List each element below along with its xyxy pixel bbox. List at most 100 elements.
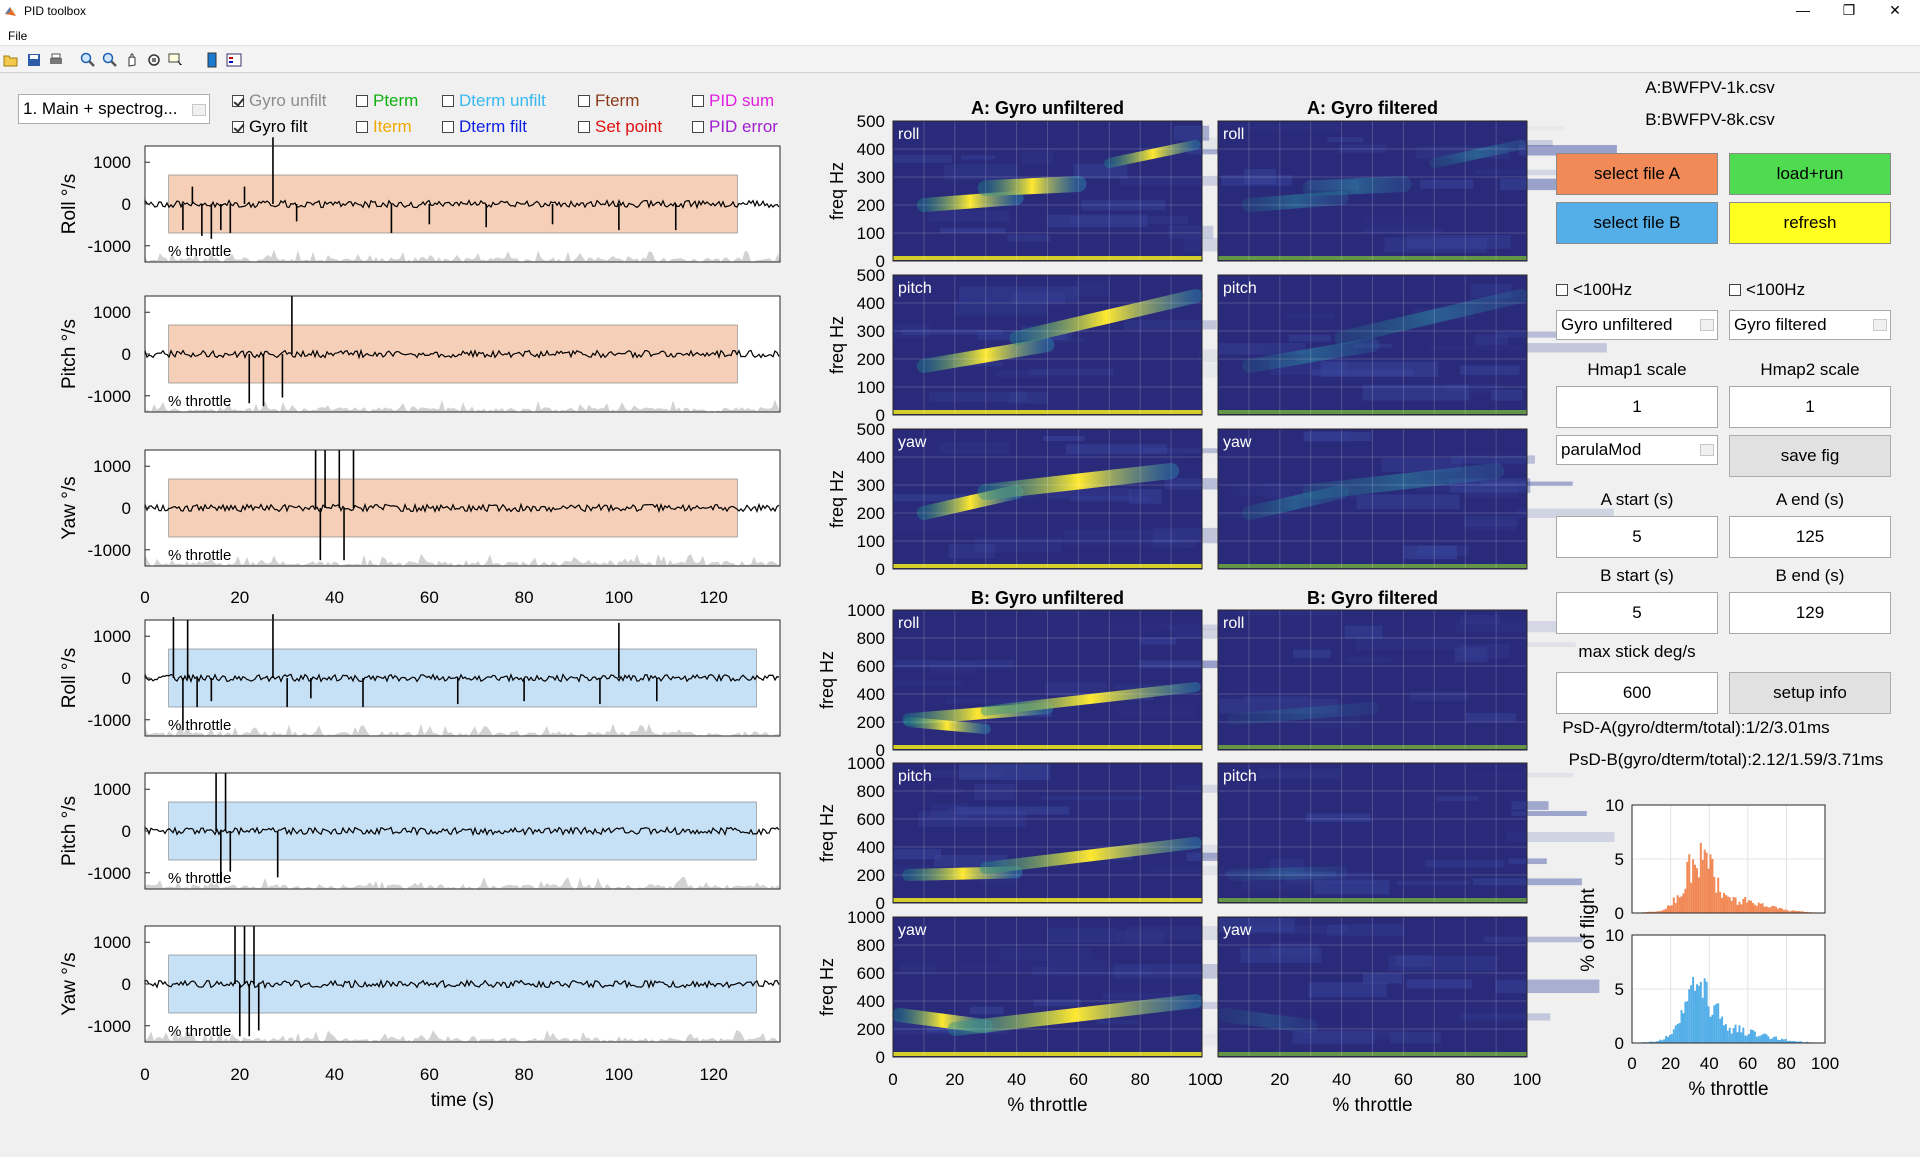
spectrogram-noise bbox=[974, 783, 1016, 800]
mode-select[interactable]: 1. Main + spectrog... bbox=[18, 94, 210, 124]
spectrogram-noise bbox=[1237, 610, 1339, 616]
setup-info-button[interactable]: setup info bbox=[1729, 672, 1891, 714]
checkbox-pid-sum[interactable]: PID sum bbox=[692, 91, 774, 111]
open-icon[interactable] bbox=[3, 52, 19, 68]
hist-bar bbox=[1678, 1023, 1681, 1043]
hist-bar bbox=[1674, 1025, 1677, 1043]
load-run-button[interactable]: load+run bbox=[1729, 153, 1891, 195]
checkbox-gyro-unfilt[interactable]: Gyro unfilt bbox=[232, 91, 326, 111]
spectrogram-noise bbox=[1065, 444, 1168, 455]
checkbox-pid-error[interactable]: PID error bbox=[692, 117, 778, 137]
hist-bar bbox=[1736, 1032, 1739, 1043]
close-button[interactable]: ✕ bbox=[1889, 2, 1901, 18]
restore-button[interactable]: ❐ bbox=[1842, 2, 1856, 18]
chevron-down-icon bbox=[1700, 319, 1714, 331]
throttle-label: % throttle bbox=[168, 717, 231, 734]
spectrogram-frame bbox=[1217, 274, 1528, 416]
save-icon[interactable] bbox=[26, 52, 42, 68]
checkbox-set-point[interactable]: Set point bbox=[578, 117, 662, 137]
checkbox-box[interactable] bbox=[232, 121, 244, 133]
spectrogram-noise bbox=[917, 811, 1027, 828]
spectrogram-noise bbox=[939, 227, 1006, 233]
max-stick-input[interactable]: 600 bbox=[1556, 672, 1718, 714]
x-tick-label: 80 bbox=[1456, 1070, 1475, 1089]
hist-bar bbox=[1649, 1041, 1652, 1043]
a-start-input[interactable]: 5 bbox=[1556, 516, 1718, 558]
checkbox-pterm[interactable]: Pterm bbox=[356, 91, 418, 111]
print-icon[interactable] bbox=[48, 52, 64, 68]
menu-file[interactable]: File bbox=[8, 29, 28, 43]
hist-bar bbox=[1786, 910, 1789, 913]
spectrogram-noise bbox=[1451, 455, 1535, 464]
refresh-button[interactable]: refresh bbox=[1729, 202, 1891, 244]
checkbox-box[interactable] bbox=[692, 121, 704, 133]
save-fig-button[interactable]: save fig bbox=[1729, 435, 1891, 477]
rotate-icon[interactable] bbox=[146, 52, 162, 68]
checkbox-dterm-unfilt[interactable]: Dterm unfilt bbox=[442, 91, 546, 111]
toolbar bbox=[0, 47, 1920, 73]
checkbox-box[interactable] bbox=[442, 95, 454, 107]
hmap1-scale-input[interactable]: 1 bbox=[1556, 386, 1718, 428]
y-tick-label: 0 bbox=[876, 560, 885, 579]
legend-icon[interactable] bbox=[226, 52, 242, 68]
hmap1-source-select[interactable]: Gyro unfiltered bbox=[1556, 310, 1718, 340]
y-tick-label: 1000 bbox=[93, 933, 131, 952]
hist-bar bbox=[1724, 1024, 1727, 1043]
spectrogram-band bbox=[1302, 463, 1505, 500]
colorbar-icon[interactable] bbox=[204, 52, 220, 68]
spectrogram-background bbox=[1218, 917, 1527, 1057]
checkbox-box[interactable] bbox=[1729, 284, 1741, 296]
hist-bar bbox=[1692, 859, 1695, 913]
checkbox-fterm[interactable]: Fterm bbox=[578, 91, 639, 111]
checkbox-box[interactable] bbox=[692, 95, 704, 107]
spectrogram-noise bbox=[1428, 345, 1523, 351]
spectrogram-noise bbox=[1331, 678, 1392, 685]
lowpass-1-checkbox[interactable]: <100Hz bbox=[1556, 280, 1632, 300]
y-tick-label: 1000 bbox=[93, 780, 131, 799]
spectrogram-frame bbox=[892, 120, 1203, 262]
checkbox-dterm-filt[interactable]: Dterm filt bbox=[442, 117, 527, 137]
select-file-b-button[interactable]: select file B bbox=[1556, 202, 1718, 244]
checkbox-box[interactable] bbox=[1556, 284, 1568, 296]
spectrogram-noise bbox=[944, 164, 1019, 181]
colormap-select[interactable]: parulaMod bbox=[1556, 435, 1718, 465]
checkbox-iterm[interactable]: Iterm bbox=[356, 117, 412, 137]
y-tick-label: -1000 bbox=[88, 1017, 131, 1036]
hist-bar bbox=[1761, 1034, 1764, 1043]
checkbox-box[interactable] bbox=[442, 121, 454, 133]
lowpass-2-checkbox[interactable]: <100Hz bbox=[1729, 280, 1805, 300]
x-tick-label: 0 bbox=[1627, 1054, 1636, 1073]
checkbox-box[interactable] bbox=[232, 95, 244, 107]
spectrogram-noise bbox=[1491, 389, 1523, 401]
checkbox-gyro-filt[interactable]: Gyro filt bbox=[232, 117, 308, 137]
checkbox-box[interactable] bbox=[356, 95, 368, 107]
a-end-input[interactable]: 125 bbox=[1729, 516, 1891, 558]
spectrogram-axis-label: roll bbox=[898, 615, 919, 632]
checkbox-box[interactable] bbox=[356, 121, 368, 133]
hmap2-scale-input[interactable]: 1 bbox=[1729, 386, 1891, 428]
hmap2-source-select[interactable]: Gyro filtered bbox=[1729, 310, 1891, 340]
hist-bar bbox=[1711, 858, 1714, 913]
hist-bar bbox=[1728, 1027, 1731, 1043]
checkbox-label: Gyro unfilt bbox=[249, 91, 327, 110]
hist-bar bbox=[1724, 895, 1727, 913]
b-start-input[interactable]: 5 bbox=[1556, 592, 1718, 634]
zoom-out-icon[interactable] bbox=[102, 52, 118, 68]
hist-bar bbox=[1707, 1006, 1710, 1043]
pan-icon[interactable] bbox=[124, 52, 140, 68]
spectrogram-noise bbox=[1410, 691, 1470, 701]
y-tick-label: 1000 bbox=[847, 908, 885, 927]
data-cursor-icon[interactable] bbox=[168, 52, 184, 68]
y-tick-label: 200 bbox=[857, 350, 885, 369]
checkbox-box[interactable] bbox=[578, 121, 590, 133]
select-file-a-button[interactable]: select file A bbox=[1556, 153, 1718, 195]
b-end-input[interactable]: 129 bbox=[1729, 592, 1891, 634]
spectrogram-noise bbox=[996, 370, 1049, 378]
spectrogram-noise bbox=[1101, 993, 1176, 1000]
checkbox-box[interactable] bbox=[578, 95, 590, 107]
hist-bar bbox=[1670, 905, 1673, 913]
b-filt-spectrogram-yaw: yaw bbox=[1217, 916, 1600, 1058]
hist-bar bbox=[1674, 903, 1677, 913]
zoom-in-icon[interactable] bbox=[80, 52, 96, 68]
minimize-button[interactable]: — bbox=[1796, 2, 1810, 18]
